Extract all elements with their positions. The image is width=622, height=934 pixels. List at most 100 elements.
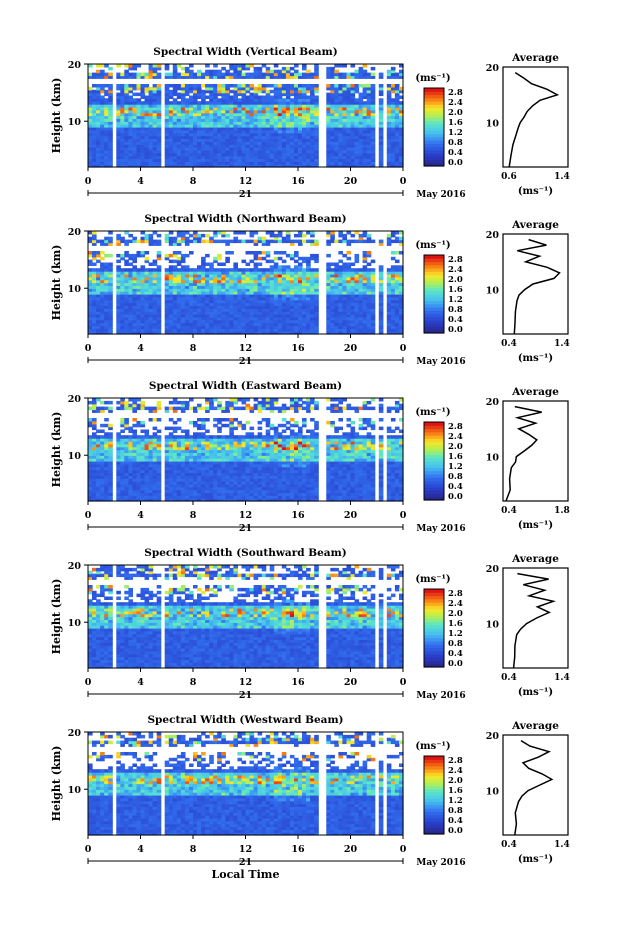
heatmap-cell (294, 234, 299, 238)
heatmap-cell (355, 268, 360, 272)
average-line (509, 73, 557, 167)
heatmap-cell (250, 93, 255, 97)
heatmap-cell (342, 263, 347, 267)
heatmap-cell (88, 251, 93, 255)
day-label: 21 (239, 189, 252, 200)
heatmap-cell (100, 263, 105, 267)
heatmap-cell (209, 237, 214, 241)
heatmap-cell (266, 67, 271, 71)
heatmap-cell (169, 254, 174, 258)
heatmap-cell (391, 240, 396, 244)
heatmap-cell (128, 435, 133, 439)
colorbar-band (424, 104, 444, 108)
heatmap-cell (100, 401, 105, 405)
heatmap-cell (306, 84, 311, 88)
heatmap-cell (209, 84, 214, 88)
heatmap-cell (395, 265, 400, 269)
heatmap-cell (290, 67, 295, 71)
heatmap-cell (355, 240, 360, 244)
average-x-tick-label: 1.4 (554, 172, 570, 182)
heatmap-cell (124, 251, 129, 255)
heatmap-cell (302, 64, 307, 68)
heatmap-cell (258, 96, 263, 100)
heatmap-cell (137, 268, 142, 272)
heatmap-cell (124, 84, 129, 88)
heatmap-cell (128, 240, 133, 244)
heatmap-cell (104, 418, 109, 422)
heatmap-cell (371, 268, 376, 272)
heatmap-cell (124, 418, 129, 422)
heatmap-cell (100, 424, 105, 428)
heatmap-cell (92, 90, 97, 94)
heatmap-cell (371, 240, 376, 244)
average-x-tick-label: 1.4 (554, 339, 570, 349)
heatmap-cell (367, 234, 372, 238)
heatmap-cell (290, 268, 295, 272)
heatmap-cell (104, 98, 109, 102)
heatmap-cell (92, 398, 97, 402)
heatmap-cell (274, 234, 279, 238)
heatmap-cell (338, 64, 343, 68)
heatmap-cell (246, 84, 251, 88)
heatmap-cell (342, 254, 347, 258)
panel-title: Spectral Width (Northward Beam) (144, 213, 346, 225)
heatmap-cell (108, 84, 113, 88)
heatmap-cell (363, 231, 368, 235)
heatmap-cell (96, 268, 101, 272)
heatmap-cell (120, 73, 125, 77)
heatmap-cell (92, 263, 97, 267)
heatmap-cell (250, 231, 255, 235)
colorbar-tick-label: 0.0 (448, 158, 463, 168)
heatmap-cell (92, 432, 97, 436)
heatmap-cell (237, 231, 242, 235)
heatmap-cell (237, 268, 242, 272)
heatmap-cell (298, 240, 303, 244)
heatmap-cell (371, 260, 376, 264)
heatmap-cell (229, 73, 234, 77)
heatmap-cell (294, 260, 299, 264)
heatmap-cell (262, 84, 267, 88)
heatmap-cell (116, 407, 121, 411)
heatmap-cell (367, 84, 372, 88)
colorbar-tick-label: 1.2 (448, 128, 463, 138)
heatmap-cell (395, 260, 400, 264)
heatmap-cell (242, 64, 247, 68)
heatmap-cell (165, 73, 170, 77)
heatmap-cell (100, 251, 105, 255)
heatmap-cell (262, 96, 267, 100)
heatmap-cell (274, 84, 279, 88)
heatmap-cell (237, 84, 242, 88)
heatmap-cell (258, 84, 263, 88)
heatmap-cell (120, 84, 125, 88)
heatmap-cell (310, 73, 315, 77)
colorbar-band (424, 271, 444, 275)
heatmap-cell (132, 418, 137, 422)
heatmap-cell (181, 231, 186, 235)
heatmap-cell (221, 240, 226, 244)
heatmap-cell (367, 268, 372, 272)
heatmap-cell (347, 251, 352, 255)
average-x-label: (ms⁻¹) (518, 186, 553, 197)
average-line (514, 240, 559, 334)
heatmap-cell (233, 84, 238, 88)
average-y-tick-label: 10 (486, 286, 500, 297)
heatmap-cell (169, 101, 174, 105)
heatmap-cell (282, 237, 287, 241)
heatmap-cell (233, 237, 238, 241)
heatmap-cell (355, 84, 360, 88)
heatmap-cell (225, 234, 230, 238)
heatmap-cell (270, 240, 275, 244)
heatmap-cell (173, 251, 178, 255)
heatmap-cell (108, 67, 113, 71)
heatmap-cell (229, 64, 234, 68)
heatmap-cell (145, 430, 150, 434)
heatmap-cell (104, 73, 109, 77)
heatmap-cell (391, 257, 396, 261)
heatmap-cell (153, 240, 158, 244)
heatmap-cell (205, 70, 210, 74)
heatmap-cell (100, 240, 105, 244)
heatmap-cell (266, 231, 271, 235)
heatmap-cell (100, 96, 105, 100)
heatmap-cell (104, 424, 109, 428)
heatmap-cell (96, 251, 101, 255)
